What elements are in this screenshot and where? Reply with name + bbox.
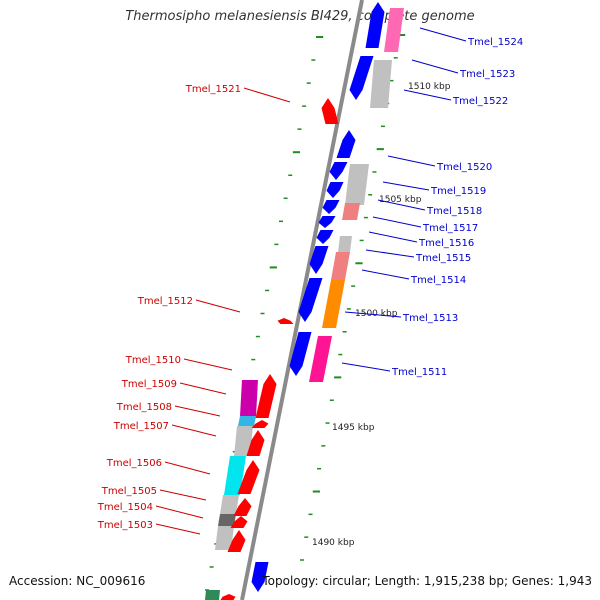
plus-strand-gene-2 — [349, 56, 374, 100]
leader-line — [183, 358, 233, 371]
hit-orange — [322, 280, 345, 328]
gene-label-tmel-1515: Tmel_1515 — [415, 253, 471, 264]
gene-label-tmel-1503: Tmel_1503 — [97, 520, 153, 531]
gene-label-tmel-1504: Tmel_1504 — [97, 502, 153, 513]
hit-grey — [370, 60, 392, 108]
minus-strand-gene-22 — [220, 594, 236, 600]
backbone-line — [240, 0, 364, 600]
plus-strand-gene-10 — [298, 278, 323, 322]
genome-summary-text: Topology: circular; Length: 1,915,238 bp… — [262, 574, 592, 588]
leader-line — [387, 155, 436, 167]
minus-strand-gene-14 — [255, 374, 277, 418]
leader-line — [159, 489, 207, 501]
leader-line — [243, 87, 291, 103]
hit-salmon — [331, 252, 350, 280]
gene-label-tmel-1517: Tmel_1517 — [422, 223, 478, 234]
label-leader-lines — [155, 27, 467, 535]
leader-line — [365, 249, 415, 258]
leader-line — [419, 27, 467, 42]
leader-line — [195, 299, 241, 313]
leader-line — [377, 199, 426, 211]
leader-line — [179, 382, 227, 395]
hit-grey — [215, 526, 234, 550]
plus-strand-gene-3 — [336, 130, 356, 158]
gene-label-tmel-1523: Tmel_1523 — [459, 69, 515, 80]
scale-label-1495: 1495 kbp — [332, 423, 375, 433]
gene-labels: Tmel_1524 Tmel_1523 Tmel_1522 Tmel_1520 Tmel… — [97, 37, 523, 531]
blast-hit-track — [205, 8, 404, 600]
plus-strand-gene-7 — [318, 216, 336, 228]
gene-label-tmel-1509: Tmel_1509 — [121, 379, 177, 390]
minus-strand-gene-19 — [230, 516, 248, 528]
hit-green — [205, 590, 220, 600]
gene-label-tmel-1512: Tmel_1512 — [137, 296, 193, 307]
gene-label-tmel-1506: Tmel_1506 — [106, 458, 162, 469]
gene-label-tmel-1524: Tmel_1524 — [467, 37, 523, 48]
leader-line — [164, 461, 211, 475]
leader-line — [174, 405, 221, 417]
leader-line — [411, 59, 459, 74]
gene-label-tmel-1511: Tmel_1511 — [391, 367, 447, 378]
plus-strand-gene-9 — [309, 246, 329, 274]
hit-magenta — [309, 336, 332, 382]
scale-labels: 1510 kbp 1505 kbp 1500 kbp 1495 kbp 1490… — [312, 82, 451, 548]
hit-lightblue — [238, 416, 256, 426]
leader-line — [361, 269, 410, 280]
minus-strand-gene-16 — [246, 430, 265, 456]
leader-line — [368, 231, 418, 243]
leader-line — [155, 523, 201, 535]
plus-strand-gene-5 — [326, 182, 344, 198]
gene-label-tmel-1518: Tmel_1518 — [426, 206, 482, 217]
leader-line — [372, 216, 422, 228]
plus-strand-gene-8 — [316, 230, 334, 244]
hit-grey — [234, 426, 253, 456]
gene-label-tmel-1519: Tmel_1519 — [430, 186, 486, 197]
gene-label-tmel-1522: Tmel_1522 — [452, 96, 508, 107]
gene-label-tmel-1514: Tmel_1514 — [410, 275, 466, 286]
plus-strand-gene-21 — [251, 562, 269, 592]
scale-label-1510: 1510 kbp — [408, 82, 451, 92]
hit-grey — [345, 164, 369, 205]
plus-strand-gene-4 — [329, 162, 348, 180]
scale-label-1490: 1490 kbp — [312, 538, 355, 548]
minus-strand-gene-20 — [227, 530, 246, 552]
accession-text: Accession: NC_009616 — [9, 574, 146, 588]
minus-strand-gene-15 — [251, 420, 269, 428]
map-title: Thermosipho melanesiensis BI429, complet… — [125, 9, 475, 24]
genome-backbone — [240, 0, 364, 600]
gene-label-tmel-1521: Tmel_1521 — [185, 84, 241, 95]
minus-strand-gene-17 — [237, 460, 260, 494]
minus-strand-gene-18 — [233, 498, 252, 516]
plus-strand-gene-6 — [322, 200, 340, 214]
gene-label-tmel-1508: Tmel_1508 — [116, 402, 172, 413]
gene-track — [220, 2, 385, 600]
leader-line — [171, 424, 217, 437]
hit-cyan — [224, 456, 246, 495]
gene-label-tmel-1520: Tmel_1520 — [436, 162, 492, 173]
scale-label-1500: 1500 kbp — [355, 309, 398, 319]
hit-pink — [384, 8, 404, 52]
gene-label-tmel-1505: Tmel_1505 — [101, 486, 157, 497]
leader-line — [403, 89, 452, 101]
hit-grey — [338, 236, 352, 252]
hit-darkgrey — [218, 514, 236, 526]
gene-label-tmel-1516: Tmel_1516 — [418, 238, 474, 249]
plus-strand-gene-1 — [365, 2, 385, 48]
minus-strand-gene-12 — [321, 98, 339, 124]
plus-strand-gene-11 — [289, 332, 312, 376]
leader-line — [341, 362, 391, 372]
hit-salmon — [342, 203, 360, 220]
minus-strand-gene-13 — [277, 318, 294, 324]
leader-line — [344, 311, 402, 318]
gene-label-tmel-1510: Tmel_1510 — [125, 355, 181, 366]
gene-label-tmel-1507: Tmel_1507 — [113, 421, 169, 432]
hit-grey — [220, 495, 239, 514]
leader-line — [382, 181, 430, 191]
scale-label-1505: 1505 kbp — [379, 195, 422, 205]
leader-line — [155, 505, 204, 519]
gene-label-tmel-1513: Tmel_1513 — [402, 313, 458, 324]
hit-magenta — [240, 380, 258, 416]
